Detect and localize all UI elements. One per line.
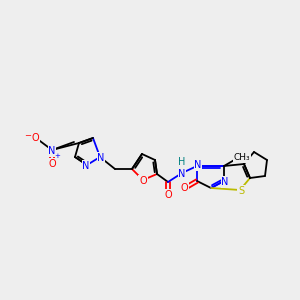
Text: O: O	[139, 176, 147, 186]
Text: −: −	[25, 131, 32, 140]
Text: S: S	[238, 186, 244, 196]
Text: N: N	[82, 161, 90, 171]
Text: O: O	[164, 190, 172, 200]
Text: CH₃: CH₃	[234, 154, 250, 163]
Text: N: N	[178, 169, 186, 179]
Text: H: H	[178, 157, 186, 167]
Text: O: O	[180, 183, 188, 193]
Text: O: O	[31, 133, 39, 143]
Text: N: N	[221, 177, 229, 187]
Text: N: N	[97, 153, 105, 163]
Text: O: O	[48, 159, 56, 169]
Text: +: +	[54, 153, 60, 159]
Text: N: N	[194, 160, 202, 170]
Text: N: N	[48, 146, 56, 156]
